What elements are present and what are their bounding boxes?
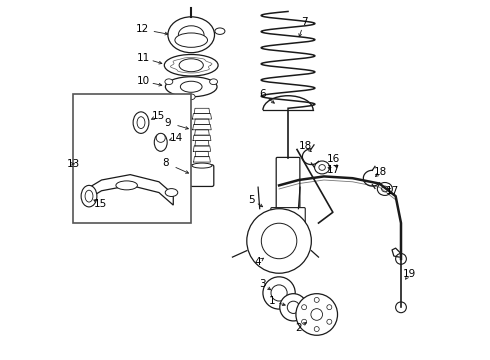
Text: 1: 1 xyxy=(269,296,275,306)
Text: 7: 7 xyxy=(301,17,308,27)
Circle shape xyxy=(302,305,307,310)
Text: 17: 17 xyxy=(327,165,341,175)
Circle shape xyxy=(247,209,311,273)
Text: 4: 4 xyxy=(254,257,261,267)
Circle shape xyxy=(311,309,322,320)
Circle shape xyxy=(261,223,297,259)
FancyBboxPatch shape xyxy=(271,208,305,224)
Polygon shape xyxy=(84,175,173,205)
Bar xyxy=(73,94,191,223)
Circle shape xyxy=(395,302,406,313)
Ellipse shape xyxy=(187,94,195,100)
Ellipse shape xyxy=(377,183,392,195)
Ellipse shape xyxy=(315,161,330,174)
Text: 14: 14 xyxy=(170,133,183,143)
Text: 8: 8 xyxy=(162,158,169,168)
Text: 2: 2 xyxy=(295,323,301,333)
Circle shape xyxy=(287,301,299,314)
Ellipse shape xyxy=(165,189,178,197)
Ellipse shape xyxy=(81,185,97,207)
Ellipse shape xyxy=(156,134,165,142)
Text: 6: 6 xyxy=(259,89,266,99)
Circle shape xyxy=(327,319,332,324)
Ellipse shape xyxy=(133,112,149,134)
Circle shape xyxy=(263,277,295,309)
Text: 13: 13 xyxy=(67,159,80,169)
Ellipse shape xyxy=(179,59,203,72)
Circle shape xyxy=(302,319,307,324)
Ellipse shape xyxy=(116,181,137,190)
Text: 9: 9 xyxy=(165,118,171,128)
Text: 12: 12 xyxy=(136,24,149,35)
Ellipse shape xyxy=(137,117,145,129)
Text: 3: 3 xyxy=(259,279,266,289)
Ellipse shape xyxy=(164,54,218,76)
Text: 16: 16 xyxy=(327,154,341,164)
Circle shape xyxy=(296,294,338,335)
Ellipse shape xyxy=(168,17,215,53)
Text: 18: 18 xyxy=(374,167,387,177)
Text: 15: 15 xyxy=(94,199,107,210)
Circle shape xyxy=(395,253,406,264)
Text: 15: 15 xyxy=(151,111,165,121)
Ellipse shape xyxy=(215,28,225,35)
Ellipse shape xyxy=(319,165,325,170)
Text: 5: 5 xyxy=(248,195,255,205)
Ellipse shape xyxy=(85,190,93,202)
Ellipse shape xyxy=(180,81,202,92)
Ellipse shape xyxy=(166,77,217,97)
Ellipse shape xyxy=(154,134,167,151)
Circle shape xyxy=(327,305,332,310)
Ellipse shape xyxy=(175,33,208,47)
Circle shape xyxy=(314,297,319,302)
Ellipse shape xyxy=(178,26,204,44)
Text: 10: 10 xyxy=(137,76,150,86)
Text: 11: 11 xyxy=(137,53,150,63)
Ellipse shape xyxy=(382,186,388,192)
Circle shape xyxy=(314,327,319,332)
FancyBboxPatch shape xyxy=(276,157,300,224)
Text: 19: 19 xyxy=(403,269,416,279)
FancyBboxPatch shape xyxy=(190,165,214,186)
Text: 18: 18 xyxy=(298,141,312,151)
Circle shape xyxy=(271,285,287,301)
Circle shape xyxy=(280,294,307,321)
Ellipse shape xyxy=(165,79,173,85)
Ellipse shape xyxy=(210,79,218,85)
Text: 17: 17 xyxy=(386,186,399,197)
Ellipse shape xyxy=(192,163,212,168)
